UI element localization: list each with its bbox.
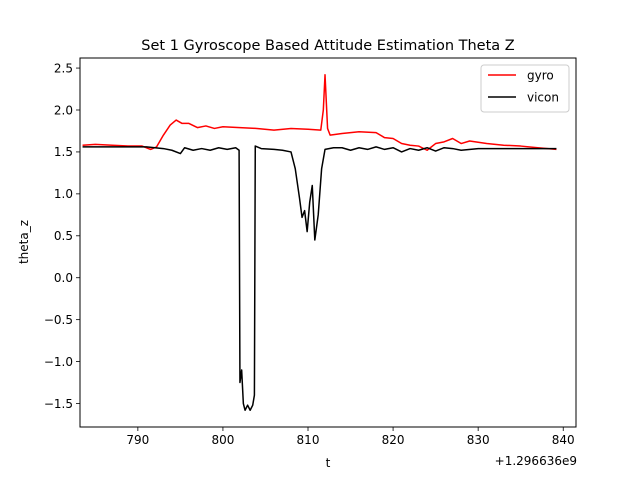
y-tick-label: 1.0 [54,187,73,201]
plot-frame [79,57,577,428]
y-tick-label: −1.0 [44,355,73,369]
y-tick-label: −1.5 [44,397,73,411]
series-layer [82,74,557,411]
legend-box [480,64,570,113]
legend: gyro vicon [480,64,570,113]
x-axis-offset-label: +1.296636e9 [495,454,577,468]
y-tick-label: 2.5 [54,61,73,75]
series-line-gyro [82,74,557,151]
legend-label-gyro: gyro [527,69,554,83]
x-axis-ticks: 790 800 810 820 830 840 [126,427,575,447]
y-tick-label: 0.0 [54,271,73,285]
legend-label-vicon: vicon [527,91,559,105]
plot-area: 790 800 810 820 830 840 −1.5 −1.0 −0.5 0.0 0.5 1.0… [44,57,577,447]
y-tick-label: 2.0 [54,103,73,117]
y-axis-ticks: −1.5 −1.0 −0.5 0.0 0.5 1.0 1.5 2.0 2.5 [44,61,80,411]
series-line-vicon [82,145,557,411]
y-axis-label: theta_z [17,220,31,264]
y-tick-label: 0.5 [54,229,73,243]
x-tick-label: 820 [382,433,405,447]
chart-title: Set 1 Gyroscope Based Attitude Estimatio… [141,38,514,54]
x-axis-label: t [326,456,331,470]
y-tick-label: −0.5 [44,313,73,327]
x-tick-label: 840 [552,433,575,447]
x-tick-label: 800 [211,433,234,447]
x-tick-label: 810 [297,433,320,447]
y-tick-label: 1.5 [54,145,73,159]
x-tick-label: 830 [467,433,490,447]
x-tick-label: 790 [126,433,149,447]
